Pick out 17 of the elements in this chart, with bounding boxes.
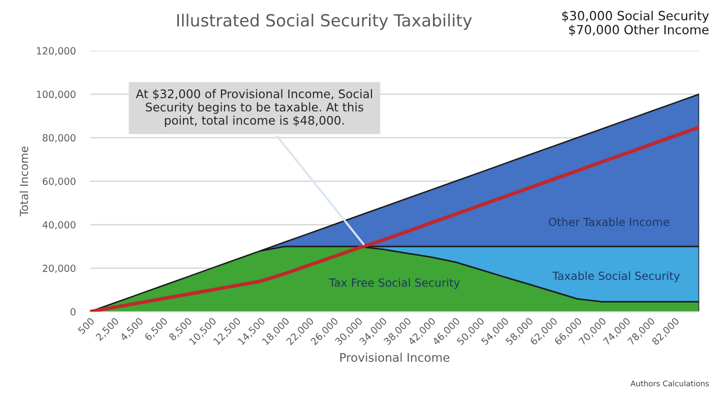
annotation: At $32,000 of Provisional Income, Social Security begins to be taxable. At this point, total income is $48,000. bbox=[136, 89, 372, 128]
y-tick-label: 40,000 bbox=[42, 221, 76, 230]
y-tick-label: 100,000 bbox=[36, 90, 76, 100]
y-tick-label: 20,000 bbox=[42, 264, 76, 273]
y-tick-label: 80,000 bbox=[42, 134, 76, 142]
chart-title: Illustrated Social Security Taxability bbox=[177, 14, 472, 30]
y-tick-label: 60,000 bbox=[42, 178, 76, 186]
x-axis-title: Provisional Income bbox=[340, 352, 450, 362]
series-label: Taxable Social Security bbox=[552, 271, 680, 282]
series-label: Tax Free Social Security bbox=[328, 278, 460, 289]
y-tick-label: 0 bbox=[70, 308, 76, 316]
line-series bbox=[90, 126, 700, 312]
series-label: Other Taxable Income bbox=[548, 218, 670, 226]
y-tick-label: 120,000 bbox=[36, 47, 76, 56]
x-tick-label: 500 bbox=[78, 317, 95, 334]
text: $30,000 Social Security $70,000 Other Income bbox=[562, 10, 709, 36]
y-axis-title: Total Income bbox=[20, 146, 28, 216]
